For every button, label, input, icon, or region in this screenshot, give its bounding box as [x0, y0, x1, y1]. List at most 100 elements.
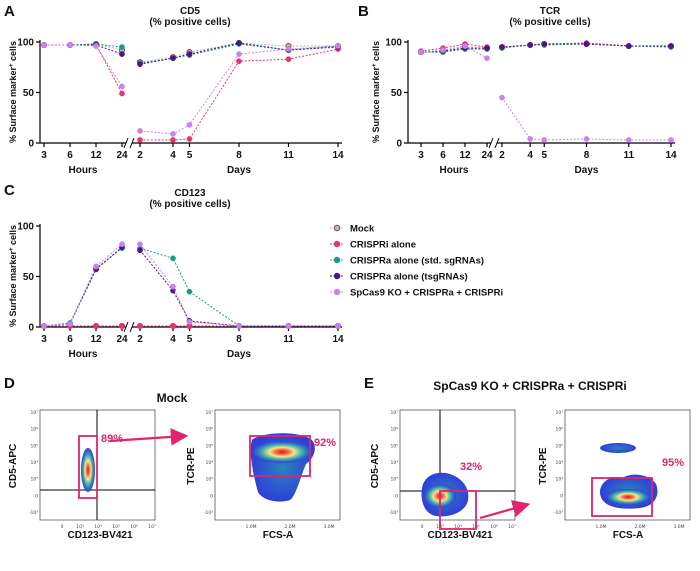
series-line-spcas9 — [139, 45, 339, 135]
flow-e-plot2-yticks: -10³ 0 10³ 10⁴ 10⁵ 10⁶ 10⁷ — [554, 410, 563, 516]
x-tick-label: 5 — [187, 334, 193, 345]
data-point-spcas9 — [335, 43, 341, 49]
x-tick-label: 24 — [116, 334, 128, 345]
flow-e-plot1-yticks: -10³ 0 10³ 10⁴ 10⁵ 10⁶ 10⁷ — [389, 410, 398, 516]
legend-label-crispra_tsg: CRISPRa alone (tsgRNAs) — [350, 272, 468, 283]
flow-y-tick-label: -10³ — [29, 510, 38, 516]
legend-marker-mock — [333, 224, 341, 232]
data-point-spcas9 — [186, 121, 193, 128]
legend: Mock CRISPRi alone CRISPRa alone (std. sgR… — [330, 224, 503, 299]
y-axis-label: % Surface marker+ cells — [8, 225, 18, 327]
flow-x-tick-label: 0 — [421, 524, 424, 530]
data-point-spcas9 — [236, 323, 242, 329]
data-point-spcas9 — [440, 47, 446, 53]
flow-y-tick-label: 10⁶ — [555, 427, 563, 433]
series-line-crispra_tsg — [501, 43, 671, 48]
data-point-crispra_std — [119, 44, 125, 50]
x-tick-label: 2 — [137, 334, 143, 345]
tcr-line-chart: TCR(% positive cells) % Surface marker+ c… — [371, 6, 677, 176]
flow-d-plot2-ylabel: TCR-PE — [186, 447, 197, 485]
chart-title: TCR — [540, 6, 561, 17]
chart-title: CD123 — [174, 188, 206, 199]
series-spcas9 — [41, 241, 341, 329]
series-line-spcas9 — [43, 243, 123, 327]
panel-label-c: C — [4, 182, 15, 199]
flow-y-tick-label: 10⁷ — [30, 410, 38, 416]
data-point-crispra_tsg — [137, 247, 143, 254]
axis-break-mark — [494, 137, 500, 149]
data-point-spcas9 — [93, 43, 99, 49]
axis-break-mark — [129, 321, 135, 333]
flow-e-plot1-ylabel: CD5-APC — [370, 444, 381, 488]
series-line-crispri — [140, 48, 339, 141]
flow-x-tick-label: 10⁶ — [490, 524, 498, 530]
data-point-crispra_tsg — [527, 42, 534, 48]
flow-x-tick-label: 10⁷ — [508, 524, 516, 530]
flow-d-plot1-population — [81, 448, 95, 492]
flow-x-tick-label: 10³ — [436, 524, 444, 530]
legend-label-spcas9: SpCas9 KO + CRISPRa + CRISPRi — [350, 288, 503, 299]
x-tick-label: 12 — [90, 334, 102, 345]
data-point-crispri — [236, 58, 242, 65]
cd5-line-chart: CD5(% positive cells) % Surface marker+ c… — [8, 6, 344, 176]
panel-label-d: D — [4, 375, 15, 392]
data-point-crispri — [119, 323, 125, 329]
flow-d-plot2-xlabel: FCS-A — [263, 530, 294, 541]
x-segment-label-hours: Hours — [69, 349, 98, 360]
flow-y-tick-label: 10⁴ — [30, 460, 38, 466]
data-point-spcas9 — [41, 323, 47, 329]
y-tick-label: 0 — [28, 323, 34, 334]
x-tick-label: 5 — [187, 150, 193, 161]
chart-title: CD5 — [180, 6, 200, 17]
data-point-crispri — [93, 323, 99, 329]
flow-y-tick-label: 0 — [35, 493, 38, 499]
x-tick-label: 11 — [623, 150, 634, 161]
legend-marker-crispra_std — [333, 256, 341, 264]
flow-e-plot2-xlabel: FCS-A — [613, 530, 644, 541]
x-tick-label: 3 — [418, 150, 424, 161]
data-point-spcas9 — [285, 46, 292, 52]
data-point-crispra_std — [170, 255, 176, 262]
flow-y-tick-label: 0 — [210, 493, 213, 499]
cd123-line-chart: CD123(% positive cells) % Surface marker+… — [8, 188, 344, 360]
data-point-crispri — [137, 137, 143, 143]
data-point-crispra_tsg — [170, 55, 176, 62]
data-point-crispra_tsg — [137, 61, 143, 68]
flow-y-tick-label: 10⁴ — [205, 460, 213, 466]
y-tick-label: 0 — [28, 139, 34, 150]
data-point-spcas9 — [668, 137, 674, 143]
series-line-crispra_std — [139, 247, 338, 327]
flow-e-plot1-xlabel: CD123-BV421 — [427, 530, 492, 541]
data-point-crispri — [119, 90, 125, 97]
x-tick-label: 5 — [541, 150, 547, 161]
series-line-spcas9 — [420, 45, 488, 59]
flow-y-tick-label: 10⁵ — [555, 443, 563, 449]
flow-y-tick-label: 10⁵ — [30, 443, 38, 449]
flow-e-arrow — [479, 500, 531, 520]
flow-y-tick-label: 10³ — [30, 477, 38, 483]
x-tick-label: 14 — [665, 150, 677, 161]
data-point-spcas9 — [335, 323, 341, 329]
flow-y-tick-label: 10⁵ — [205, 443, 213, 449]
data-point-spcas9 — [93, 263, 99, 270]
series-line-crispra_tsg — [44, 44, 123, 55]
flow-e-plot1-xticks: 0 10³ 10⁴ 10⁵ 10⁶ 10⁷ — [421, 524, 516, 530]
x-tick-label: 8 — [236, 334, 242, 345]
x-segment-label-days: Days — [227, 165, 251, 176]
series-line-crispri — [420, 43, 488, 52]
series-line-spcas9 — [501, 97, 671, 141]
x-tick-label: 24 — [116, 150, 128, 161]
flow-e-plot2: 95% TCR-PE FCS-A -10³ 0 10³ 10⁴ 10⁵ 10⁶ 10⁷ 1.… — [538, 409, 691, 541]
data-point-crispri — [285, 56, 292, 63]
axis-break-mark — [129, 137, 135, 149]
series-line-crispri — [44, 43, 123, 94]
data-point-crispra_tsg — [499, 44, 505, 50]
data-point-spcas9 — [41, 42, 47, 48]
flow-d-plot1-xticks: 0 10³ 10⁴ 10⁵ 10⁶ 10⁷ — [61, 524, 156, 530]
data-point-crispra_std — [186, 288, 193, 295]
series-line-crispra_tsg — [139, 42, 339, 65]
flow-y-tick-label: 10⁷ — [205, 410, 213, 416]
series-crispra_tsg — [41, 40, 341, 68]
data-point-spcas9 — [119, 241, 125, 248]
y-tick-label: 50 — [391, 88, 403, 99]
